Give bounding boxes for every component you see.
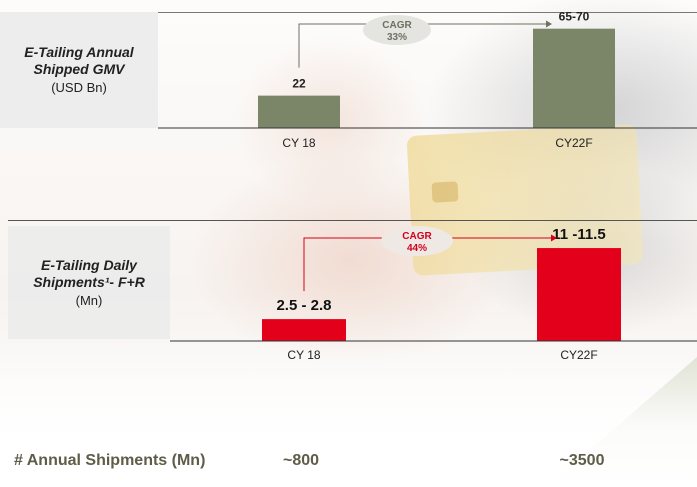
- chart1-label-box: E-Tailing Annual Shipped GMV (USD Bn): [0, 12, 158, 128]
- background-fade: [0, 337, 697, 487]
- chart2-label-box: E-Tailing Daily Shipments¹- F+R (Mn): [8, 226, 170, 339]
- bar-chart1-cy22f: [533, 28, 615, 128]
- data-label-chart1-cy18: 22: [292, 77, 306, 91]
- footer-label: # Annual Shipments (Mn): [14, 452, 206, 469]
- cagr-label-chart2: CAGR: [402, 231, 432, 242]
- top-divider: [158, 12, 697, 13]
- footer-value-cy18: ~800: [282, 452, 320, 469]
- cagr-arrowhead-chart2: [551, 234, 557, 242]
- bar-chart1-cy18: [258, 95, 340, 128]
- section-divider: [8, 220, 697, 221]
- data-label-chart1-cy22f: 65-70: [559, 10, 590, 24]
- chart2-unit: (Mn): [75, 292, 103, 308]
- category-label-chart2-cy18: CY 18: [287, 348, 320, 362]
- data-label-chart2-cy22f: 11 -11.5: [552, 226, 605, 243]
- chart2-title-line2: Shipments¹- F+R: [33, 273, 145, 290]
- cagr-connector-chart1: [298, 23, 546, 68]
- chart1-title-line1: E-Tailing Annual: [24, 44, 134, 60]
- cagr-badge-chart2: [381, 226, 453, 256]
- chart1-unit: (USD Bn): [51, 80, 107, 95]
- footer-value-cy22f: ~3500: [559, 452, 605, 469]
- chart1-title-line2: Shipped GMV: [33, 61, 125, 77]
- cagr-value-chart1: 33%: [387, 32, 407, 43]
- cagr-label-chart1: CAGR: [382, 20, 412, 31]
- cagr-connector-chart2: [303, 237, 551, 292]
- cagr-arrowhead-chart1: [546, 20, 552, 28]
- category-label-chart1-cy18: CY 18: [282, 136, 315, 150]
- bar-chart2-cy22f: [537, 248, 621, 341]
- cagr-badge-chart1: [363, 15, 431, 45]
- bar-chart2-cy18: [262, 319, 346, 341]
- category-label-chart1-cy22f: CY22F: [555, 136, 592, 150]
- cagr-value-chart2: 44%: [407, 243, 427, 254]
- category-label-chart2-cy22f: CY22F: [560, 348, 597, 362]
- chart2-title-line1: E-Tailing Daily: [41, 256, 137, 273]
- data-label-chart2-cy18: 2.5 - 2.8: [276, 297, 331, 314]
